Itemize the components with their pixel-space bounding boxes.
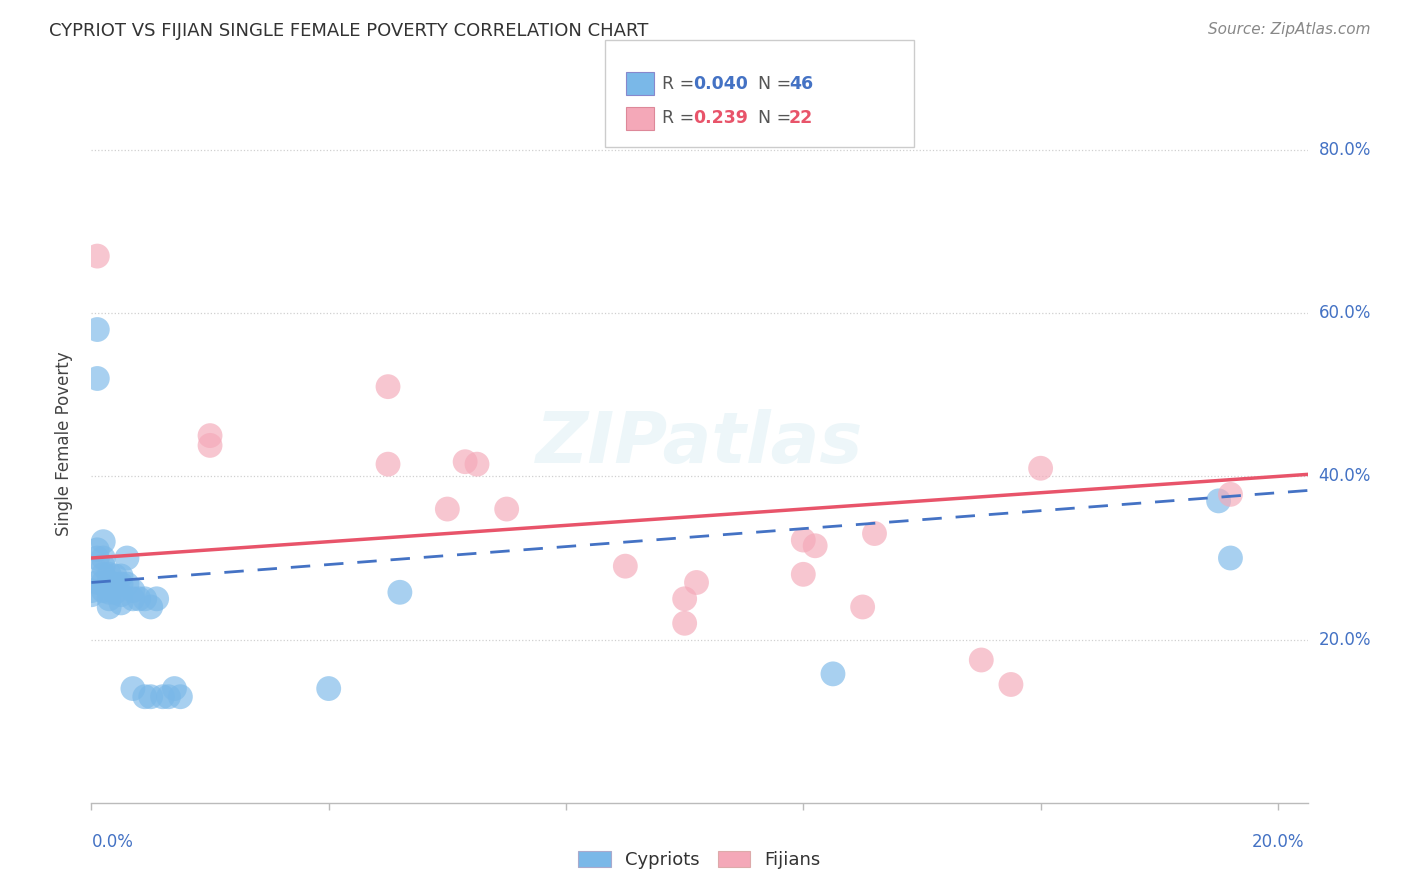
Text: 60.0%: 60.0% bbox=[1319, 304, 1371, 322]
Point bbox=[98, 580, 121, 594]
Point bbox=[91, 575, 114, 590]
Point bbox=[821, 666, 844, 681]
Legend: Cypriots, Fijians: Cypriots, Fijians bbox=[571, 844, 828, 876]
Y-axis label: Single Female Poverty: Single Female Poverty bbox=[55, 351, 73, 536]
Point bbox=[86, 371, 108, 385]
Point bbox=[110, 596, 132, 610]
Point bbox=[685, 575, 707, 590]
Point bbox=[163, 681, 186, 696]
Point bbox=[98, 599, 121, 614]
Point bbox=[454, 455, 477, 469]
Text: 20.0%: 20.0% bbox=[1251, 833, 1305, 851]
Point bbox=[465, 457, 488, 471]
Point bbox=[614, 559, 637, 574]
Text: N =: N = bbox=[747, 75, 796, 93]
Point bbox=[863, 526, 886, 541]
Point bbox=[80, 588, 103, 602]
Point bbox=[86, 542, 108, 557]
Point bbox=[852, 599, 875, 614]
Point bbox=[1000, 677, 1022, 691]
Point bbox=[104, 569, 127, 583]
Text: R =: R = bbox=[662, 109, 700, 128]
Point bbox=[134, 690, 156, 704]
Point bbox=[86, 575, 108, 590]
Point bbox=[1208, 494, 1230, 508]
Point bbox=[1029, 461, 1052, 475]
Point bbox=[318, 681, 340, 696]
Text: R =: R = bbox=[662, 75, 700, 93]
Text: 46: 46 bbox=[789, 75, 813, 93]
Point bbox=[169, 690, 191, 704]
Text: 0.040: 0.040 bbox=[693, 75, 748, 93]
Point bbox=[86, 551, 108, 566]
Point bbox=[673, 616, 696, 631]
Point bbox=[104, 585, 127, 599]
Point bbox=[98, 575, 121, 590]
Point bbox=[104, 577, 127, 591]
Point bbox=[970, 653, 993, 667]
Point bbox=[388, 585, 411, 599]
Text: 20.0%: 20.0% bbox=[1319, 631, 1371, 648]
Point bbox=[152, 690, 174, 704]
Point bbox=[98, 585, 121, 599]
Point bbox=[792, 567, 814, 582]
Point bbox=[145, 591, 167, 606]
Point bbox=[86, 249, 108, 263]
Point bbox=[86, 322, 108, 336]
Point bbox=[1219, 487, 1241, 501]
Point bbox=[436, 502, 458, 516]
Point bbox=[157, 690, 180, 704]
Point bbox=[110, 569, 132, 583]
Point bbox=[804, 539, 827, 553]
Point bbox=[198, 438, 221, 452]
Text: CYPRIOT VS FIJIAN SINGLE FEMALE POVERTY CORRELATION CHART: CYPRIOT VS FIJIAN SINGLE FEMALE POVERTY … bbox=[49, 22, 648, 40]
Point bbox=[139, 599, 162, 614]
Point bbox=[115, 577, 138, 591]
Point bbox=[115, 551, 138, 566]
Text: 80.0%: 80.0% bbox=[1319, 141, 1371, 159]
Point bbox=[91, 559, 114, 574]
Text: Source: ZipAtlas.com: Source: ZipAtlas.com bbox=[1208, 22, 1371, 37]
Point bbox=[110, 588, 132, 602]
Point bbox=[128, 591, 150, 606]
Point bbox=[91, 567, 114, 582]
Point bbox=[495, 502, 517, 516]
Point bbox=[198, 428, 221, 442]
Text: N =: N = bbox=[747, 109, 796, 128]
Text: 40.0%: 40.0% bbox=[1319, 467, 1371, 485]
Point bbox=[673, 591, 696, 606]
Text: 0.0%: 0.0% bbox=[91, 833, 134, 851]
Point bbox=[122, 591, 145, 606]
Point bbox=[377, 457, 399, 471]
Point bbox=[377, 379, 399, 393]
Text: ZIPatlas: ZIPatlas bbox=[536, 409, 863, 478]
Point bbox=[80, 583, 103, 598]
Point bbox=[1219, 551, 1241, 566]
Point bbox=[139, 690, 162, 704]
Text: 0.239: 0.239 bbox=[693, 109, 748, 128]
Point bbox=[122, 583, 145, 598]
Point bbox=[98, 591, 121, 606]
Point bbox=[792, 533, 814, 547]
Point bbox=[134, 591, 156, 606]
Text: 22: 22 bbox=[789, 109, 813, 128]
Point bbox=[122, 681, 145, 696]
Point bbox=[91, 583, 114, 598]
Point bbox=[98, 567, 121, 582]
Point bbox=[91, 534, 114, 549]
Point bbox=[110, 577, 132, 591]
Point bbox=[91, 551, 114, 566]
